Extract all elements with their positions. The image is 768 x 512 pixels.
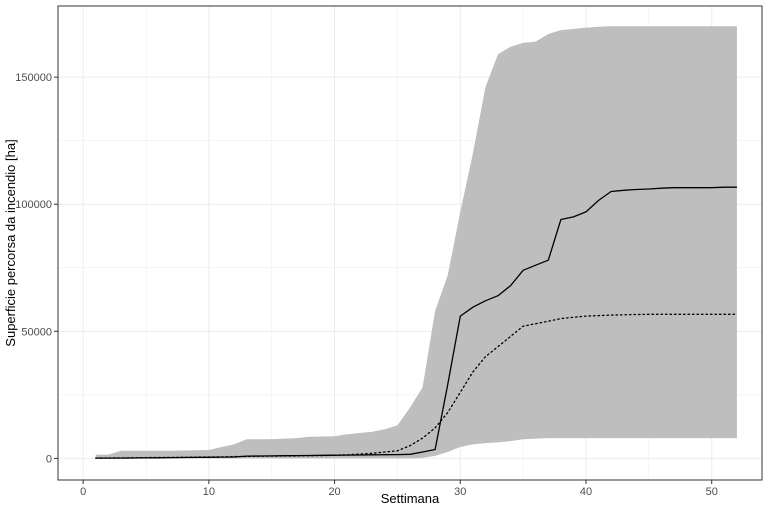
panel-border [57, 5, 763, 481]
series-lines [95, 186, 738, 459]
y-tick-label: 50000 [21, 326, 52, 338]
x-tick-label: 30 [454, 486, 466, 498]
solid-series-line [95, 186, 737, 459]
x-axis-title: Settimana [381, 491, 440, 506]
x-tick-label: 50 [706, 486, 718, 498]
y-tick-label: 150000 [15, 72, 52, 84]
x-tick-label: 20 [328, 486, 340, 498]
dotted-series-line [95, 313, 738, 459]
y-tick-label: 0 [46, 453, 52, 465]
uncertainty-band [95, 26, 737, 459]
x-tick-label: 0 [80, 486, 86, 498]
x-axis-ticks: 0 10 20 30 40 50 [80, 480, 718, 498]
y-axis-ticks: 0 50000 100000 150000 [15, 72, 58, 465]
y-axis-title: Superficie percorsa da incendio [ha] [3, 139, 18, 346]
confidence-band [95, 26, 737, 459]
x-tick-label: 10 [203, 486, 215, 498]
y-tick-label: 100000 [15, 199, 52, 211]
x-tick-label: 40 [580, 486, 592, 498]
